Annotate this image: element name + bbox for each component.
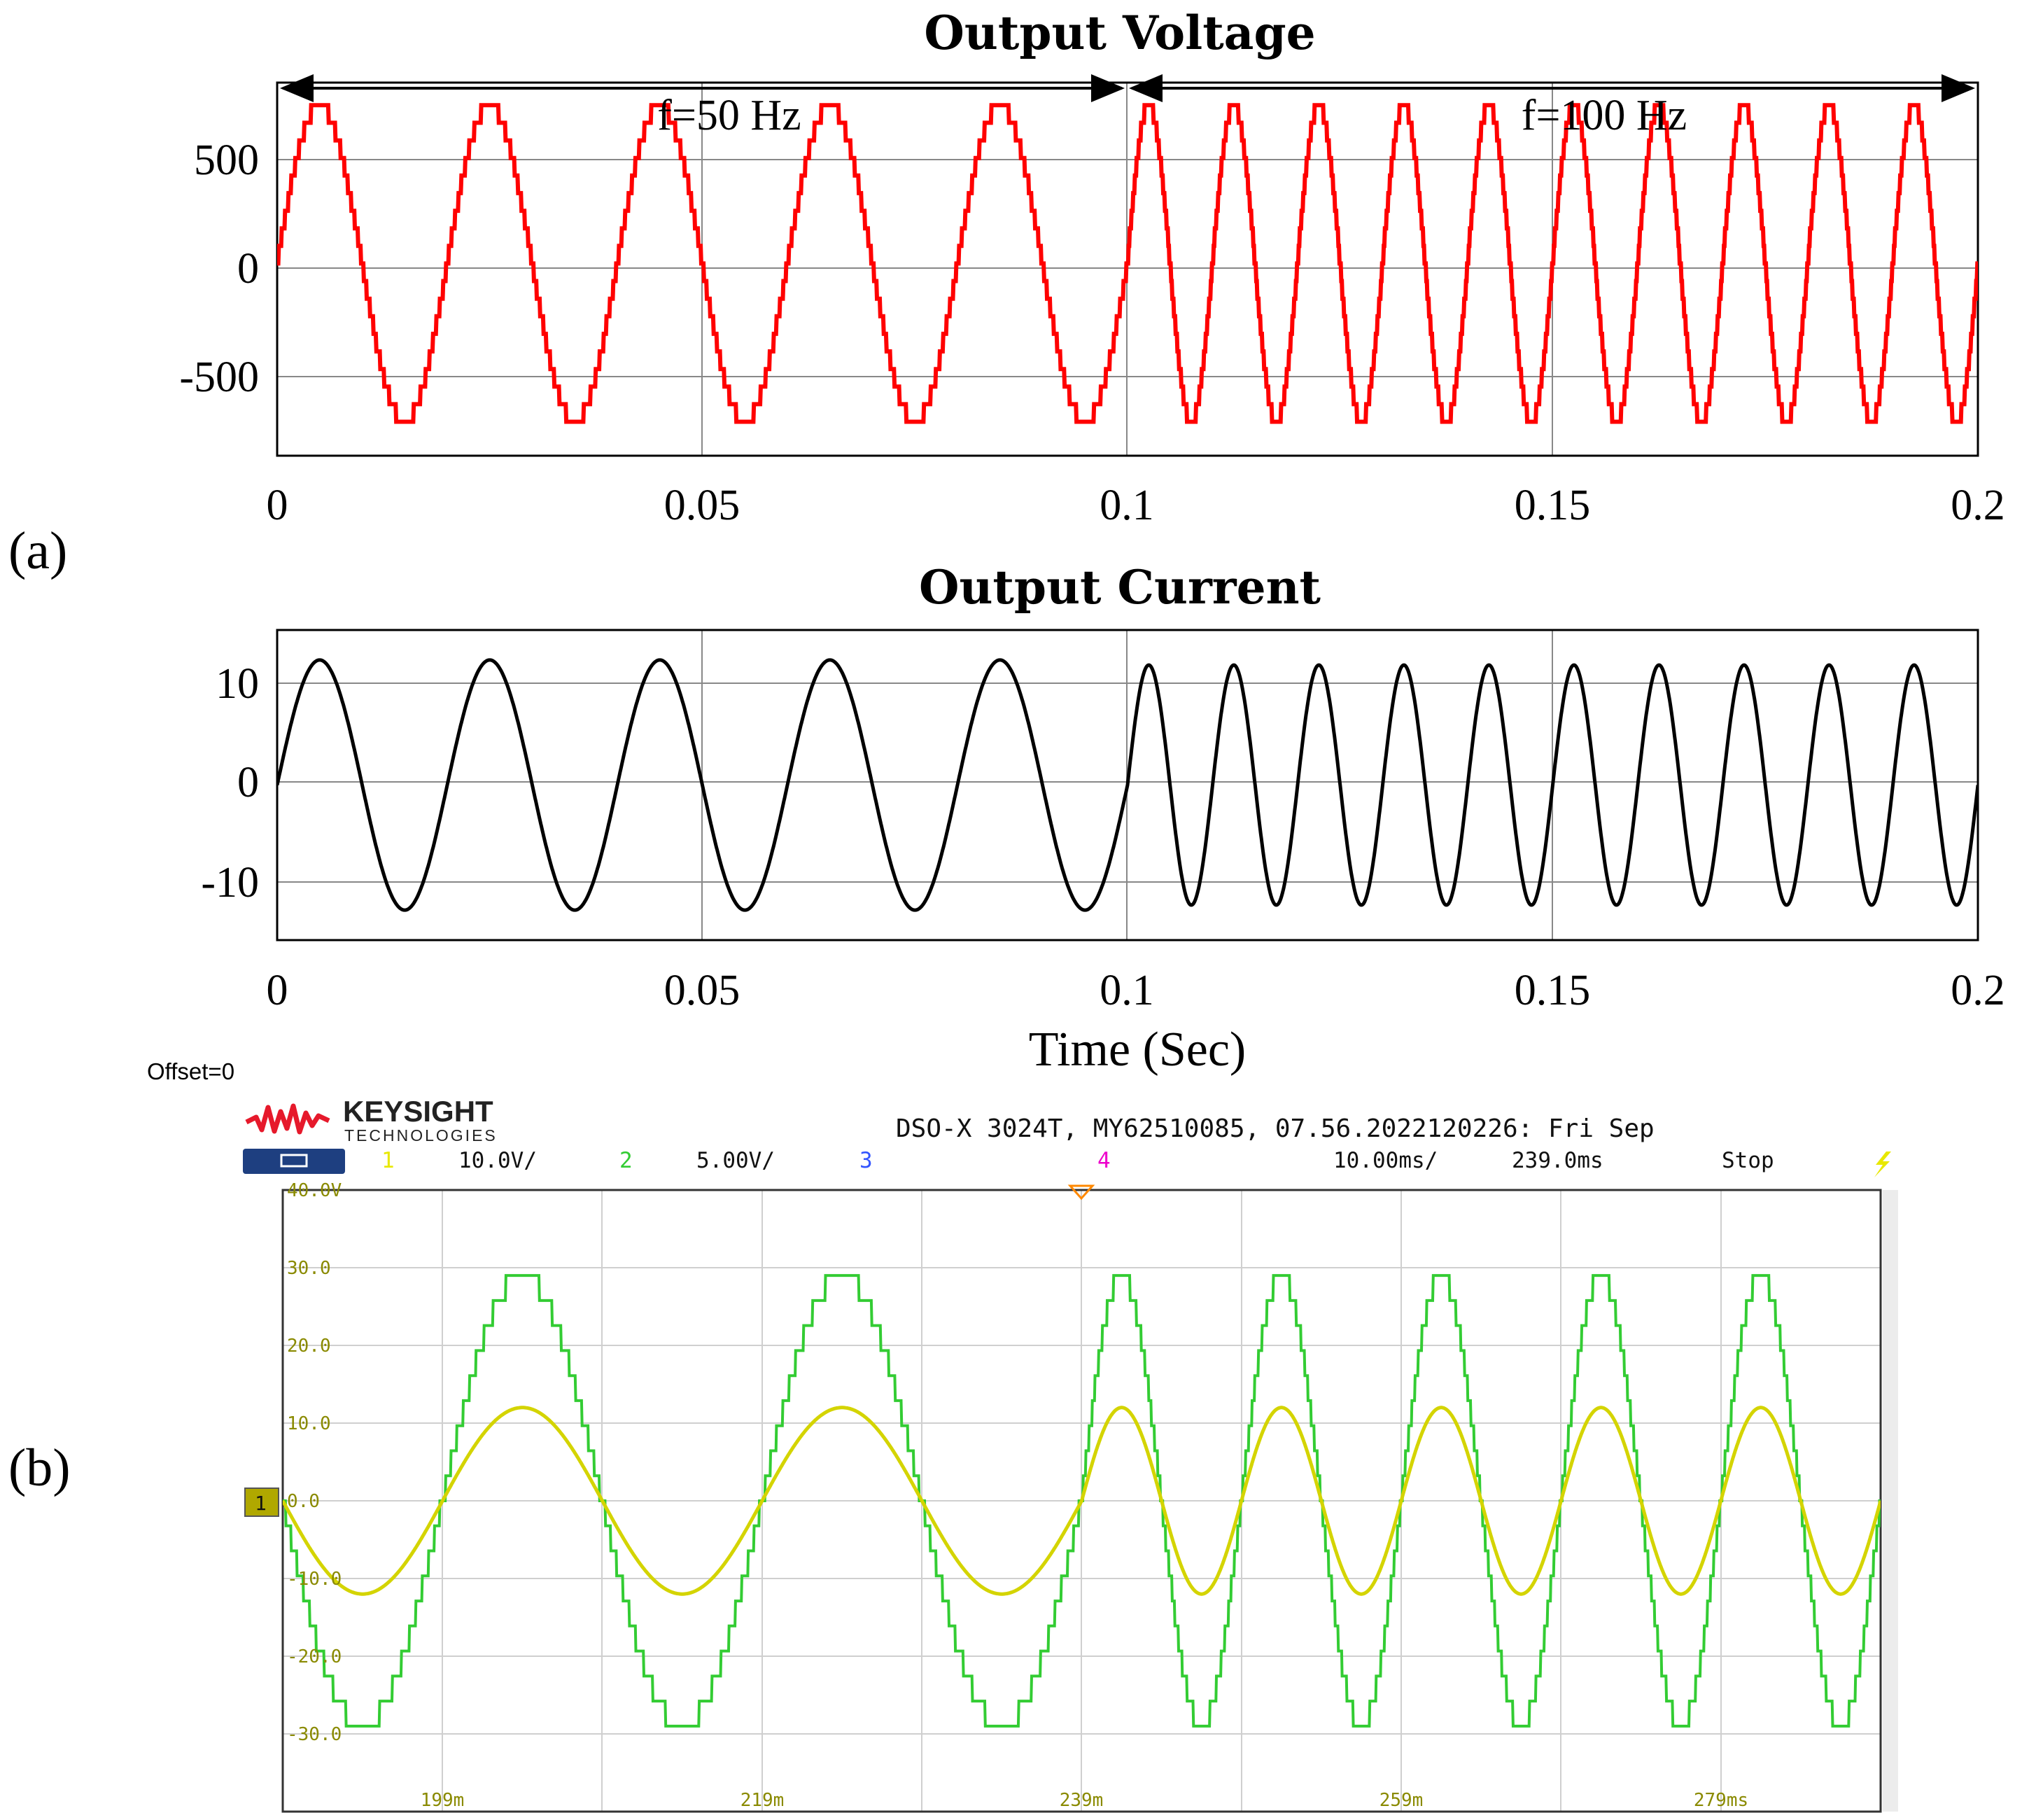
- scope-xtick-259m: 259m: [1379, 1790, 1424, 1811]
- scope-x-labels: 199m 219m 239m 259m 279ms: [421, 1790, 1748, 1811]
- annotation-100hz: f=100 Hz: [1522, 92, 1687, 139]
- voltage-xtick-0.2: 0.2: [1951, 482, 2005, 529]
- voltage-xtick-0.1: 0.1: [1100, 482, 1154, 529]
- scope-ch1-trace: [283, 1406, 1881, 1596]
- current-ytick-0: 0: [237, 759, 259, 806]
- ch2-scale[interactable]: 5.00V/: [696, 1148, 775, 1173]
- scope-ytick-neg30: -30.0: [287, 1724, 342, 1745]
- ch4-label[interactable]: 4: [1097, 1148, 1111, 1173]
- current-ytick-neg10: -10: [201, 859, 259, 906]
- ch1-label[interactable]: 1: [381, 1148, 395, 1173]
- voltage-ytick-neg500: -500: [179, 354, 259, 401]
- voltage-chart-title: Output Voltage: [924, 6, 1315, 60]
- ch1-scale[interactable]: 10.0V/: [458, 1148, 537, 1173]
- brand-name: KEYSIGHT: [343, 1095, 493, 1128]
- voltage-xtick-0: 0: [267, 482, 288, 529]
- current-chart-title: Output Current: [919, 560, 1321, 615]
- scope-ytick-20: 20.0: [287, 1336, 331, 1357]
- ground-marker[interactable]: 1: [244, 1488, 279, 1517]
- scope-scrollbar[interactable]: [1883, 1190, 1898, 1812]
- scope-y-labels: 40.0V 30.0 20.0 10.0 0.0 -10.0 -20.0 -30…: [287, 1180, 342, 1745]
- current-ytick-10: 10: [216, 660, 259, 708]
- timebase-scale[interactable]: 10.00ms/: [1333, 1148, 1438, 1173]
- scope-ytick-10: 10.0: [287, 1413, 331, 1434]
- scope-ytick-30: 30.0: [287, 1258, 331, 1279]
- scope-xtick-219m: 219m: [740, 1790, 785, 1811]
- scope-menu-icon: [280, 1154, 308, 1168]
- ground-marker-box: [244, 1488, 279, 1517]
- voltage-ytick-500: 500: [194, 136, 259, 184]
- current-xtick-0: 0: [267, 967, 288, 1014]
- voltage-ytick-0: 0: [237, 245, 259, 293]
- panel-label-a: (a): [8, 522, 67, 580]
- voltage-xtick-0.05: 0.05: [664, 482, 740, 529]
- scope-xtick-279ms: 279ms: [1694, 1790, 1748, 1811]
- ch3-label[interactable]: 3: [859, 1148, 873, 1173]
- scope-ytick-0: 0.0: [287, 1491, 320, 1512]
- current-xlabel: Time (Sec): [1029, 1023, 1246, 1077]
- trigger-bolt-icon: [1874, 1152, 1891, 1177]
- scope-offset: Offset=0: [147, 1058, 234, 1084]
- current-xtick-0.15: 0.15: [1515, 967, 1591, 1014]
- scope-menu-button[interactable]: [243, 1149, 345, 1174]
- scope-status-bar: 1 10.0V/ 2 5.00V/ 3 4 10.00ms/ 239.0ms S…: [243, 1148, 1891, 1177]
- scope-ytick-neg20: -20.0: [287, 1646, 342, 1667]
- scope-ytick-40: 40.0V: [287, 1180, 342, 1201]
- current-xtick-0.1: 0.1: [1100, 967, 1154, 1014]
- voltage-series-line: [277, 103, 1978, 424]
- scope-ytick-neg10: -10.0: [287, 1569, 342, 1590]
- current-chart: Output Current 10 0 -10 0 0.05 0.1 0.15 …: [201, 560, 2005, 1077]
- timebase-delay[interactable]: 239.0ms: [1512, 1148, 1603, 1173]
- run-status[interactable]: Stop: [1722, 1148, 1774, 1173]
- brand-subtitle: TECHNOLOGIES: [344, 1126, 498, 1144]
- oscilloscope-screen: Offset=0 KEYSIGHT TECHNOLOGIES DSO-X 302…: [147, 1058, 1898, 1813]
- current-xtick-0.05: 0.05: [664, 967, 740, 1014]
- keysight-wave-icon: [245, 1103, 330, 1135]
- panel-label-b: (b): [8, 1438, 71, 1497]
- keysight-logo: KEYSIGHT TECHNOLOGIES: [245, 1095, 498, 1144]
- scope-xtick-199m: 199m: [421, 1790, 465, 1811]
- annotation-50hz: f=50 Hz: [657, 92, 801, 139]
- current-series-line: [277, 658, 1978, 912]
- voltage-chart: Output Voltage f=50 Hz f=100 Hz 500 0 -5…: [179, 6, 2005, 529]
- voltage-xtick-0.15: 0.15: [1515, 482, 1591, 529]
- scope-info-line: DSO-X 3024T, MY62510085, 07.56.202212022…: [896, 1114, 1655, 1143]
- ch2-label[interactable]: 2: [619, 1148, 633, 1173]
- ground-marker-label: 1: [255, 1492, 267, 1515]
- scope-xtick-239m: 239m: [1060, 1790, 1104, 1811]
- current-xtick-0.2: 0.2: [1951, 967, 2005, 1014]
- trigger-position-marker[interactable]: [1067, 1184, 1095, 1200]
